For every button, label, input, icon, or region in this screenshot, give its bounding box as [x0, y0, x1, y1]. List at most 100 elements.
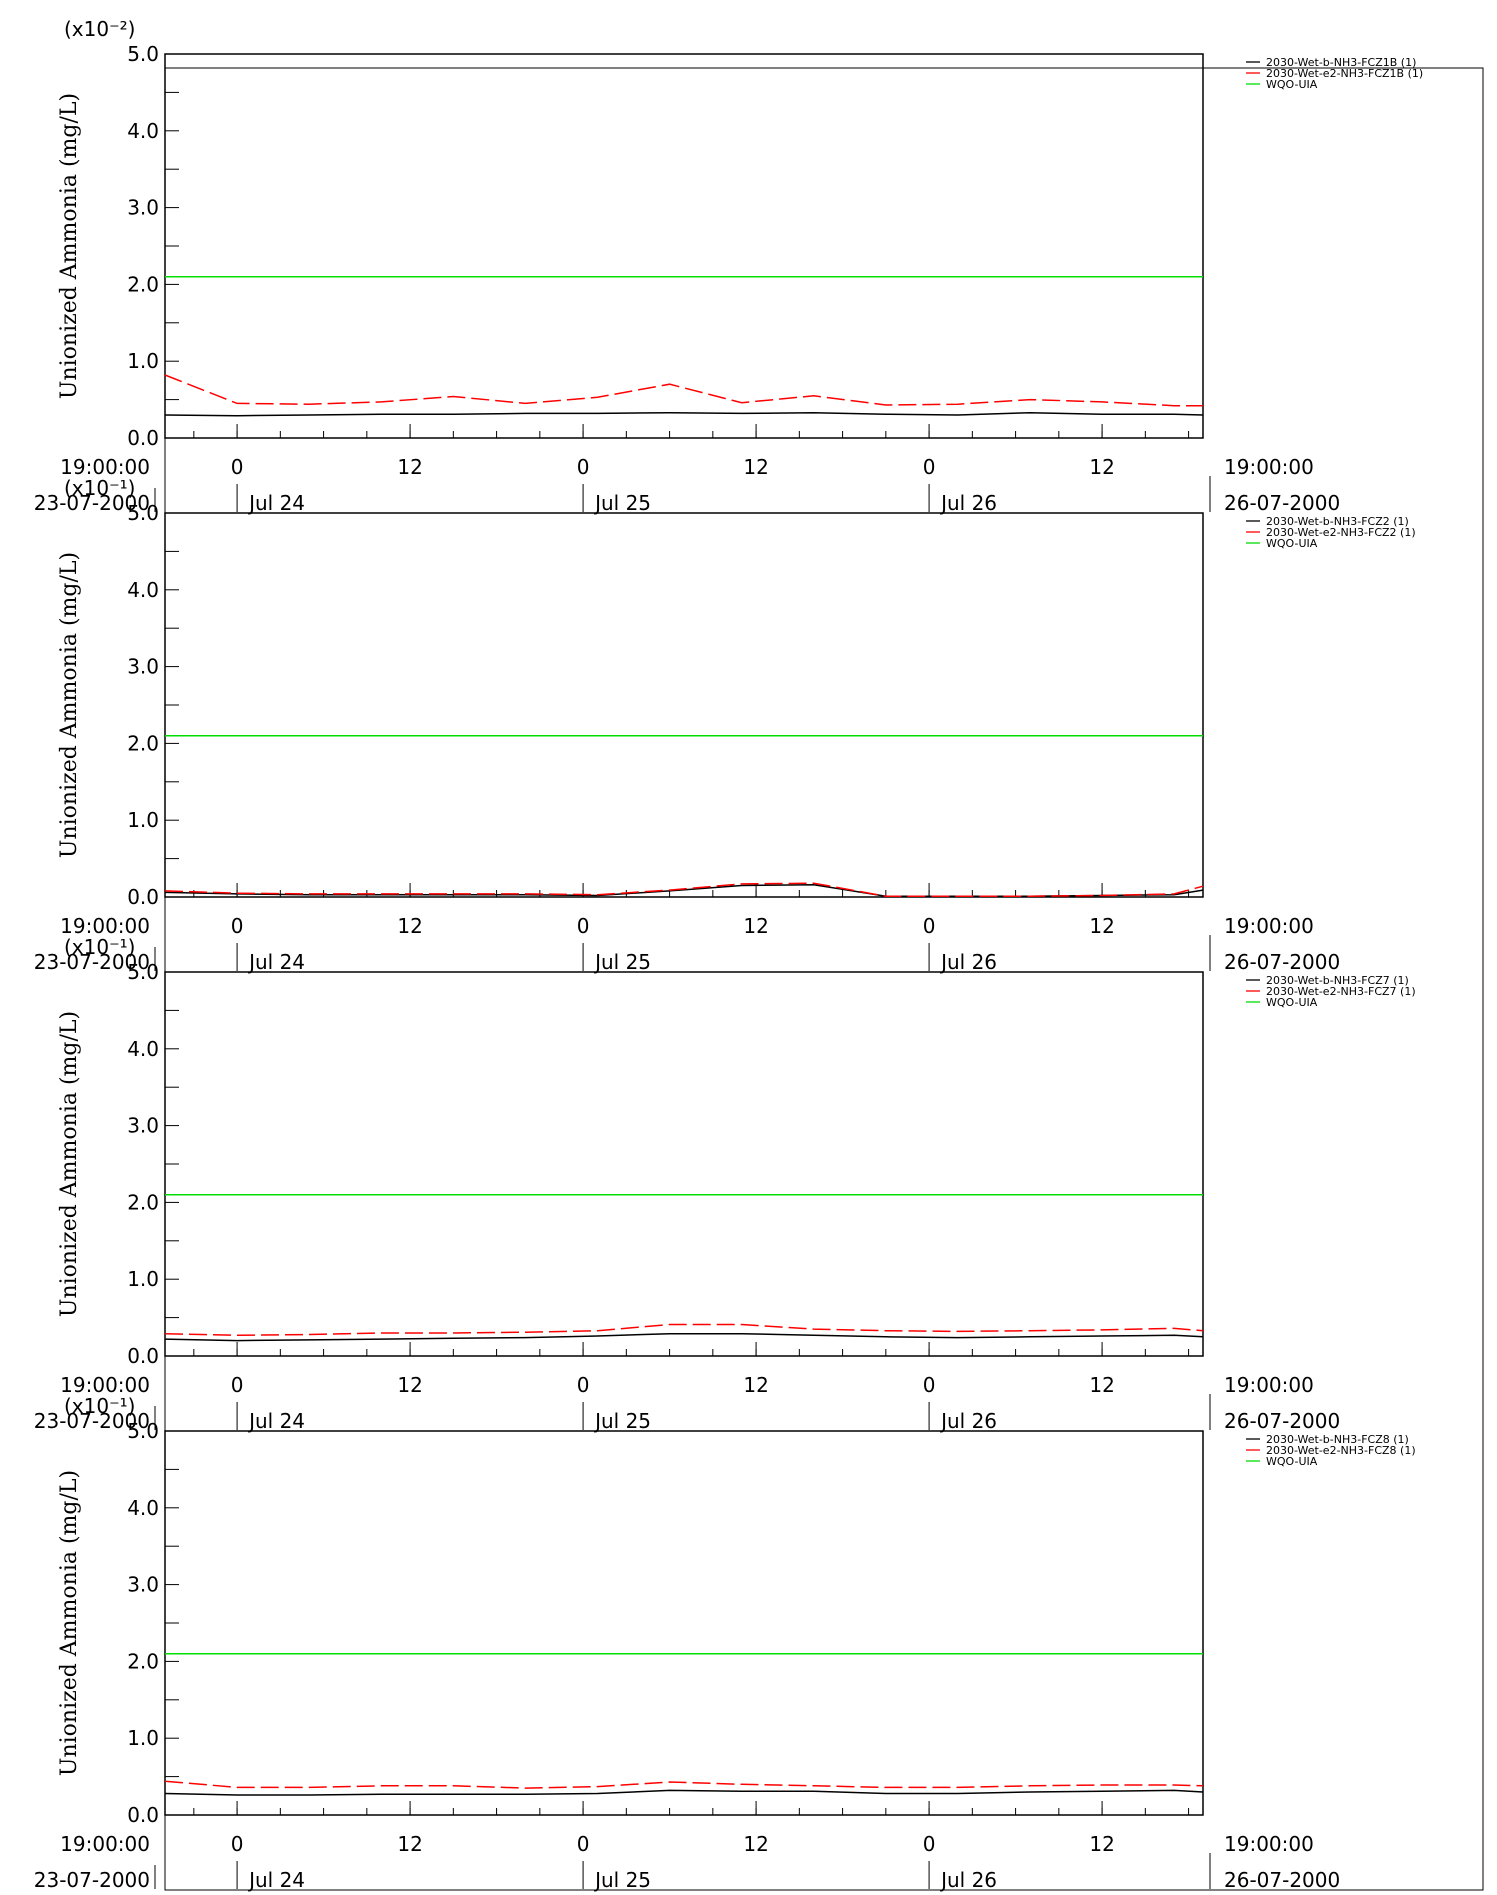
series-line-1	[164, 411, 1204, 417]
y-tick-label: 1.0	[127, 1726, 159, 1750]
x-start-date-label: 23-07-2000	[34, 1409, 150, 1433]
legend-entry: 2030-Wet-e2-NH3-FCZ7 (1)	[1266, 985, 1416, 998]
x-tick-label: 0	[577, 1373, 590, 1397]
x-tick-label: 0	[923, 455, 936, 479]
y-tick-label: 0.0	[127, 885, 159, 909]
y-multiplier-label: (x10⁻¹)	[64, 935, 135, 959]
x-tick-label: 0	[231, 455, 244, 479]
legend-entry: WQO-UIA	[1266, 996, 1318, 1009]
y-tick-label: 0.0	[127, 1803, 159, 1827]
y-multiplier-label: (x10⁻¹)	[64, 476, 135, 500]
x-end-time-label: 19:00:00	[1224, 455, 1314, 479]
y-tick-label: 2.0	[127, 272, 159, 296]
x-tick-label: 0	[923, 914, 936, 938]
y-tick-label: 1.0	[127, 349, 159, 373]
y-axis-label: Unionized Ammonia (mg/L)	[57, 1470, 82, 1776]
series-line-2	[164, 1323, 1204, 1337]
series-line-2	[164, 882, 1204, 897]
chart-panel-4: 0.0 1.0 2.0 3.0 4.0 5.0(x10⁻¹) Unionized Ammon…	[34, 1394, 1416, 1892]
x-day-label: Jul 24	[247, 491, 305, 515]
y-tick-label: 3.0	[127, 1573, 159, 1597]
series-line-2	[164, 1780, 1204, 1789]
x-day-label: Jul 25	[593, 491, 651, 515]
y-tick-label: 5.0	[127, 42, 159, 66]
y-tick-label: 5.0	[127, 1419, 159, 1443]
x-tick-label: 12	[397, 1373, 422, 1397]
x-tick-label: 0	[577, 914, 590, 938]
x-end-date-label: 26-07-2000	[1224, 1409, 1340, 1433]
y-tick-label: 1.0	[127, 808, 159, 832]
y-multiplier-label: (x10⁻²)	[64, 17, 135, 41]
x-day-label: Jul 24	[247, 950, 305, 974]
x-tick-label: 0	[577, 1832, 590, 1856]
x-tick-label: 12	[1089, 1373, 1114, 1397]
y-tick-label: 2.0	[127, 1649, 159, 1673]
x-day-label: Jul 26	[939, 491, 997, 515]
y-tick-label: 4.0	[127, 119, 159, 143]
y-tick-label: 4.0	[127, 1496, 159, 1520]
x-tick-label: 12	[743, 914, 768, 938]
x-day-label: Jul 26	[939, 1868, 997, 1892]
y-multiplier-label: (x10⁻¹)	[64, 1394, 135, 1418]
x-start-time-label: 19:00:00	[60, 1832, 150, 1856]
y-tick-label: 5.0	[127, 960, 159, 984]
x-day-label: Jul 26	[939, 1409, 997, 1433]
y-tick-label: 3.0	[127, 1114, 159, 1138]
legend-entry: 2030-Wet-b-NH3-FCZ7 (1)	[1266, 974, 1409, 987]
chart-panel-2: 0.01.02.03.04.05.0(x10⁻¹)Unionized Ammon…	[34, 476, 1416, 974]
x-day-label: Jul 24	[247, 1868, 305, 1892]
x-start-time-label: 19:00:00	[60, 1373, 150, 1397]
legend-entry: WQO-UIA	[1266, 78, 1318, 91]
y-tick-label: 3.0	[127, 655, 159, 679]
x-day-label: Jul 25	[593, 1868, 651, 1892]
y-tick-label: 2.0	[127, 1190, 159, 1214]
x-end-date-label: 26-07-2000	[1224, 1868, 1340, 1892]
y-axis-label: Unionized Ammonia (mg/L)	[57, 552, 82, 858]
x-start-time-label: 19:00:00	[60, 455, 150, 479]
chart-panel-1: 0.0 1.0 2.0 3.0 4.0 5.0(x10⁻²) Unionized Ammon…	[34, 17, 1423, 515]
series-line-1	[164, 1332, 1204, 1342]
y-axis-label: Unionized Ammonia (mg/L)	[57, 93, 82, 399]
x-start-date-label: 23-07-2000	[34, 1868, 150, 1892]
legend-entry: 2030-Wet-e2-NH3-FCZ8 (1)	[1266, 1444, 1416, 1457]
y-tick-label: 3.0	[127, 196, 159, 220]
chart-panel-3: 0.01.02.03.04.05.0(x10⁻¹)Unionized Ammon…	[34, 935, 1416, 1433]
series-line-2	[164, 374, 1203, 407]
x-tick-label: 0	[923, 1832, 936, 1856]
x-end-time-label: 19:00:00	[1224, 1373, 1314, 1397]
x-tick-label: 12	[1089, 455, 1114, 479]
x-tick-label: 12	[743, 1832, 768, 1856]
x-tick-label: 0	[231, 914, 244, 938]
legend-entry: 2030-Wet-e2-NH3-FCZ2 (1)	[1266, 526, 1416, 539]
legend-entry: 2030-Wet-b-NH3-FCZ1B (1)	[1266, 56, 1416, 69]
x-tick-label: 12	[397, 455, 422, 479]
legend-entry: 2030-Wet-b-NH3-FCZ2 (1)	[1266, 515, 1409, 528]
legend-entry: WQO-UIA	[1266, 1455, 1318, 1468]
y-tick-label: 0.0	[127, 426, 159, 450]
x-end-date-label: 26-07-2000	[1224, 950, 1340, 974]
x-day-label: Jul 26	[939, 950, 997, 974]
x-tick-label: 12	[1089, 914, 1114, 938]
legend-entry: 2030-Wet-e2-NH3-FCZ1B (1)	[1266, 67, 1423, 80]
x-tick-label: 12	[743, 1373, 768, 1397]
x-start-time-label: 19:00:00	[60, 914, 150, 938]
y-tick-label: 4.0	[127, 578, 159, 602]
x-day-label: Jul 25	[593, 1409, 651, 1433]
x-tick-label: 12	[397, 1832, 422, 1856]
x-day-label: Jul 24	[247, 1409, 305, 1433]
x-end-time-label: 19:00:00	[1224, 914, 1314, 938]
x-end-time-label: 19:00:00	[1224, 1832, 1314, 1856]
x-end-date-label: 26-07-2000	[1224, 491, 1340, 515]
y-tick-label: 5.0	[127, 501, 159, 525]
legend-entry: 2030-Wet-b-NH3-FCZ8 (1)	[1266, 1433, 1409, 1446]
x-tick-label: 12	[1089, 1832, 1114, 1856]
y-tick-label: 4.0	[127, 1037, 159, 1061]
series-line-1	[164, 1789, 1204, 1796]
x-tick-label: 0	[231, 1373, 244, 1397]
legend-entry: WQO-UIA	[1266, 537, 1318, 550]
y-tick-label: 1.0	[127, 1267, 159, 1291]
x-start-date-label: 23-07-2000	[34, 950, 150, 974]
x-tick-label: 12	[743, 455, 768, 479]
